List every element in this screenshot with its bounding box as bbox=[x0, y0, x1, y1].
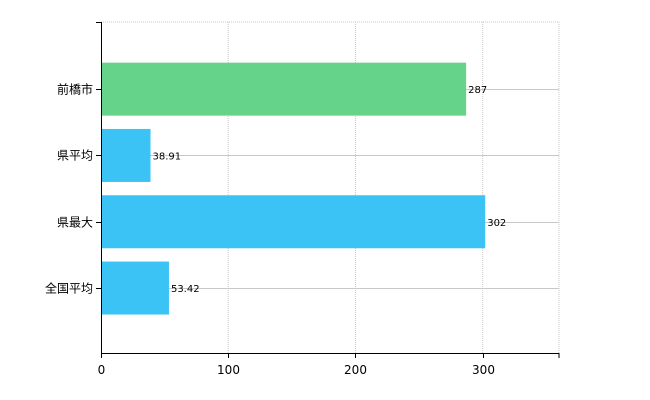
value-label: 53.42 bbox=[171, 284, 200, 295]
category-label: 県最大 bbox=[57, 216, 93, 230]
value-label: 287 bbox=[468, 85, 487, 96]
x-tick-label: 300 bbox=[472, 363, 495, 377]
bar bbox=[101, 62, 467, 116]
x-tick-label: 100 bbox=[217, 363, 240, 377]
axes bbox=[96, 22, 560, 358]
value-label: 302 bbox=[487, 218, 506, 229]
x-tick-label: 200 bbox=[344, 363, 367, 377]
category-label: 前橋市 bbox=[57, 82, 93, 97]
x-tick-label: 0 bbox=[98, 363, 106, 377]
bars bbox=[101, 62, 486, 315]
bar bbox=[101, 195, 486, 249]
category-label: 県平均 bbox=[57, 149, 93, 163]
bar bbox=[101, 128, 151, 182]
bar bbox=[101, 261, 169, 315]
category-label: 全国平均 bbox=[45, 281, 93, 296]
value-label: 38.91 bbox=[153, 151, 182, 162]
